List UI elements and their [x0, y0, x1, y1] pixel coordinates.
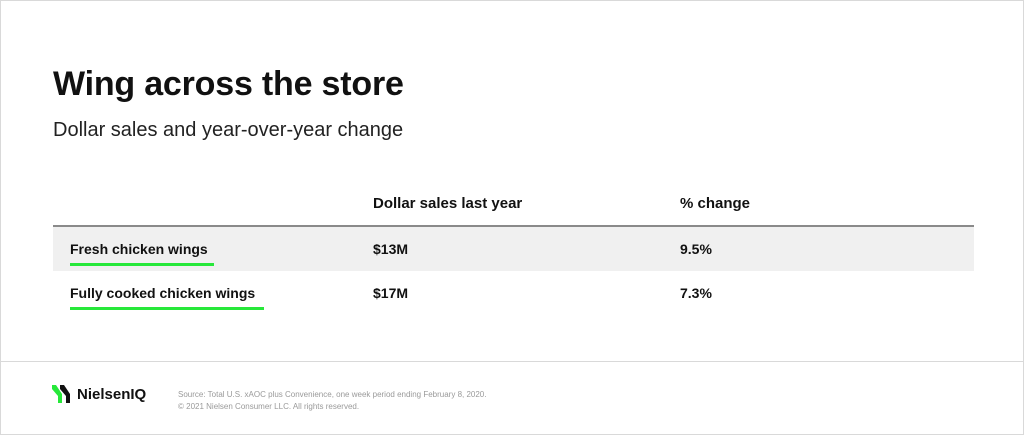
source-note: Source: Total U.S. xAOC plus Convenience… [178, 389, 486, 413]
pct-change-value: 7.3% [680, 285, 712, 301]
product-underline [70, 307, 264, 310]
table-row: Fully cooked chicken wings $17M 7.3% [53, 271, 974, 315]
source-text: Source: Total U.S. xAOC plus Convenience… [178, 390, 487, 399]
chart-title: Wing across the store [53, 65, 404, 103]
table-header: Dollar sales last year % change [53, 189, 974, 227]
chart-subtitle: Dollar sales and year-over-year change [53, 119, 404, 141]
column-header-pct-change: % change [680, 195, 751, 212]
column-header-dollar-sales: Dollar sales last year [373, 195, 523, 212]
copyright-text: © 2021 Nielsen Consumer LLC. All rights … [178, 402, 360, 411]
footer-divider [1, 361, 1023, 362]
dollar-sales-value: $17M [373, 285, 409, 301]
product-name: Fresh chicken wings [70, 241, 208, 257]
brand-logo: NielsenIQ [51, 381, 146, 407]
product-underline [70, 263, 214, 266]
data-table: Dollar sales last year % change Fresh ch… [53, 189, 974, 315]
logo-wordmark: NielsenIQ [77, 385, 147, 403]
pct-change-value: 9.5% [680, 241, 712, 257]
nielseniq-logo-icon [52, 385, 70, 403]
table-row: Fresh chicken wings $13M 9.5% [53, 227, 974, 271]
dollar-sales-value: $13M [373, 241, 409, 257]
product-name: Fully cooked chicken wings [70, 285, 256, 301]
